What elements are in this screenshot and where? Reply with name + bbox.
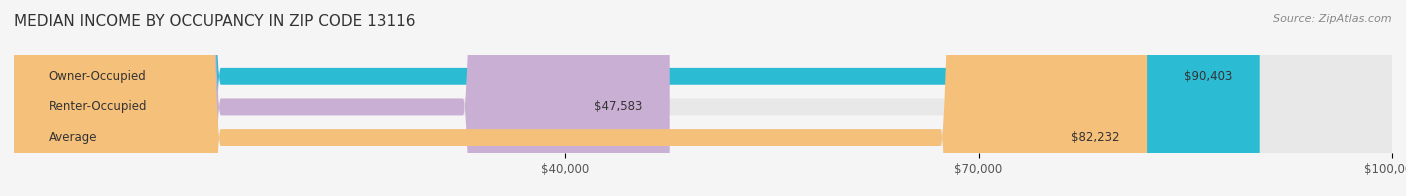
Text: MEDIAN INCOME BY OCCUPANCY IN ZIP CODE 13116: MEDIAN INCOME BY OCCUPANCY IN ZIP CODE 1… — [14, 14, 416, 29]
Text: Owner-Occupied: Owner-Occupied — [48, 70, 146, 83]
FancyBboxPatch shape — [14, 0, 1392, 196]
FancyBboxPatch shape — [14, 0, 1147, 196]
FancyBboxPatch shape — [14, 0, 1260, 196]
Text: Source: ZipAtlas.com: Source: ZipAtlas.com — [1274, 14, 1392, 24]
Text: Average: Average — [48, 131, 97, 144]
FancyBboxPatch shape — [14, 0, 1392, 196]
Text: $90,403: $90,403 — [1184, 70, 1232, 83]
Text: $47,583: $47,583 — [593, 100, 643, 113]
FancyBboxPatch shape — [14, 0, 1392, 196]
Text: Renter-Occupied: Renter-Occupied — [48, 100, 148, 113]
FancyBboxPatch shape — [14, 0, 669, 196]
Text: $82,232: $82,232 — [1071, 131, 1119, 144]
